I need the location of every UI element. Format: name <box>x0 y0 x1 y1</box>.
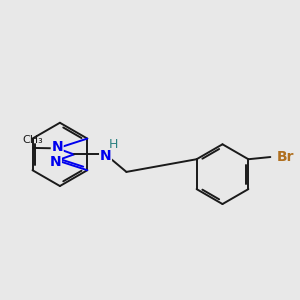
Text: N: N <box>50 155 61 169</box>
Text: N: N <box>51 140 63 154</box>
Text: CH₃: CH₃ <box>23 135 44 145</box>
Text: N: N <box>100 149 111 163</box>
Text: Br: Br <box>277 150 294 164</box>
Text: H: H <box>108 138 118 151</box>
